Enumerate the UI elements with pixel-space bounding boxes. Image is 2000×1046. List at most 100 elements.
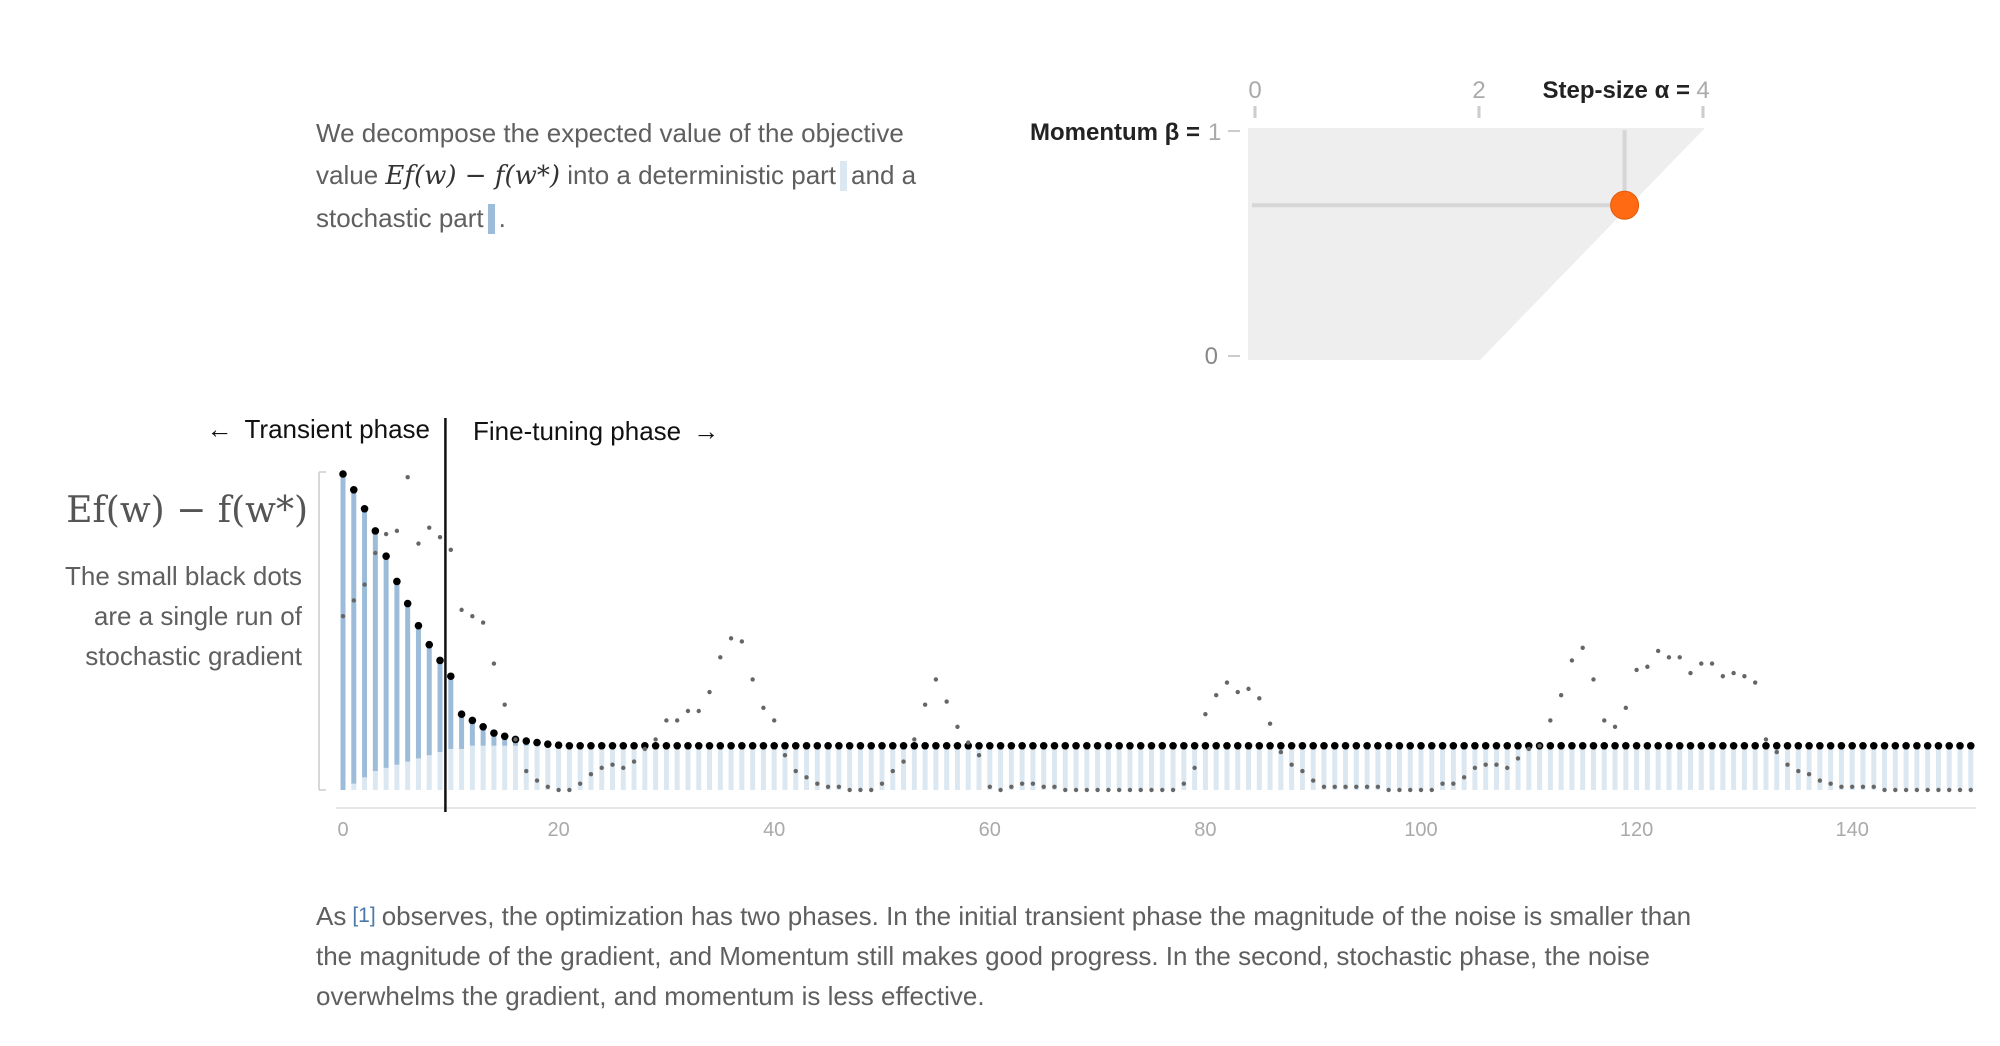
single-run-dot — [1418, 787, 1424, 793]
expected-value-dot — [544, 740, 552, 748]
single-run-dot — [1968, 787, 1973, 793]
y-axis-caption: The small black dots are a single run of… — [65, 561, 302, 671]
single-run-dot — [1073, 787, 1079, 793]
single-run-dot — [1850, 784, 1855, 790]
single-run-dot — [1149, 787, 1154, 793]
stochastic-bar — [372, 530, 378, 772]
deterministic-bar — [998, 745, 1004, 790]
single-run-dot — [1138, 787, 1143, 793]
deterministic-bar — [1817, 745, 1823, 790]
expected-value-dot — [781, 741, 789, 750]
expected-value-dot — [457, 710, 466, 718]
single-run-dot — [502, 702, 507, 707]
deterministic-bar — [793, 745, 799, 790]
deterministic-bar — [1159, 745, 1165, 790]
single-run-dot — [1645, 664, 1650, 669]
deterministic-bar — [383, 767, 389, 790]
expected-value-dot — [1923, 741, 1932, 750]
deterministic-bar — [1062, 745, 1068, 790]
single-run-dot — [1925, 787, 1930, 793]
single-run-dot — [1763, 737, 1769, 742]
expected-value-dot — [1891, 741, 1900, 750]
finetuning-phase-label: Fine-tuning phase → — [473, 416, 719, 446]
single-run-dot — [761, 705, 766, 711]
deterministic-bar — [1731, 745, 1737, 790]
deterministic-bar — [696, 745, 702, 790]
expected-value-dot — [975, 741, 983, 750]
expected-value-dot — [1266, 741, 1274, 750]
expected-value-dot — [1665, 741, 1673, 750]
expected-value-dot — [1298, 741, 1307, 750]
citation-link[interactable]: [1] — [352, 904, 376, 927]
deterministic-bar — [1396, 745, 1402, 790]
single-run-dot — [1731, 670, 1736, 676]
expected-value-dot — [888, 741, 897, 750]
expected-value-dot — [1050, 741, 1059, 750]
single-run-dot — [1957, 787, 1963, 793]
x-tick-label: 60 — [979, 819, 1001, 841]
single-run-dot — [621, 765, 626, 771]
single-run-dot — [653, 737, 658, 742]
single-run-dot — [966, 740, 971, 745]
deterministic-bar — [1892, 745, 1898, 790]
expected-value-dot — [1309, 741, 1317, 750]
stochastic-bar — [405, 603, 411, 762]
single-run-dot — [1472, 765, 1478, 771]
expected-value-dot — [1104, 741, 1113, 750]
expected-value-dot — [802, 741, 811, 750]
single-run-dot — [448, 547, 453, 553]
deterministic-bar — [1903, 745, 1909, 790]
deterministic-bar — [351, 783, 357, 790]
deterministic-bar — [502, 745, 508, 790]
single-run-dot — [545, 784, 551, 790]
deterministic-bar — [512, 745, 518, 790]
single-run-dot — [1839, 784, 1844, 790]
single-run-dot — [1321, 784, 1327, 790]
expected-value-dot — [1384, 741, 1393, 750]
single-run-dot — [340, 614, 346, 619]
expected-value-dot — [1029, 741, 1037, 750]
expected-value-dot — [1438, 741, 1447, 750]
expected-value-dot — [1816, 741, 1824, 750]
stochastic-bar — [340, 474, 346, 790]
expected-value-dot — [856, 741, 865, 750]
expected-value-dot — [1859, 741, 1867, 750]
expected-value-dot — [1751, 741, 1759, 750]
deterministic-bar — [1537, 745, 1543, 790]
deterministic-bar — [707, 745, 713, 790]
expected-value-dot — [824, 741, 832, 750]
deterministic-bar — [556, 745, 562, 790]
single-run-dot — [1634, 667, 1639, 673]
single-run-dot — [1548, 718, 1553, 723]
stochastic-bar — [502, 736, 508, 746]
single-run-dot — [696, 708, 701, 714]
deterministic-bar — [545, 745, 551, 790]
deterministic-bar — [1677, 745, 1683, 790]
expected-value-dot — [1525, 741, 1533, 750]
expected-value-dot — [921, 741, 929, 750]
single-run-dot — [437, 535, 443, 540]
expected-value-dot — [1018, 741, 1026, 750]
expected-value-dot — [1471, 741, 1479, 750]
expected-value-dot — [1934, 741, 1943, 750]
expected-value-dot — [1945, 741, 1954, 750]
deterministic-bar — [1612, 745, 1618, 790]
deterministic-bar — [1483, 745, 1489, 790]
single-run-dot — [890, 768, 895, 774]
deterministic-bar — [1116, 745, 1122, 790]
parameter-handle[interactable] — [1610, 190, 1640, 220]
single-run-dot — [610, 762, 615, 767]
expected-value-dot — [770, 741, 778, 750]
deterministic-bar — [1785, 745, 1791, 790]
intro-text-2: into a deterministic part — [567, 160, 837, 190]
stepsize-tick-2: 2 — [1472, 77, 1485, 104]
deterministic-bar — [1795, 745, 1801, 790]
deterministic-bar — [1461, 745, 1467, 790]
single-run-dot — [955, 724, 960, 729]
deterministic-bar — [1310, 745, 1316, 790]
single-run-dot — [1160, 787, 1165, 793]
deterministic-bar — [1644, 745, 1650, 790]
expected-value-dot — [393, 577, 401, 586]
stochastic-bar — [491, 733, 497, 746]
deterministic-bar — [1666, 745, 1672, 790]
